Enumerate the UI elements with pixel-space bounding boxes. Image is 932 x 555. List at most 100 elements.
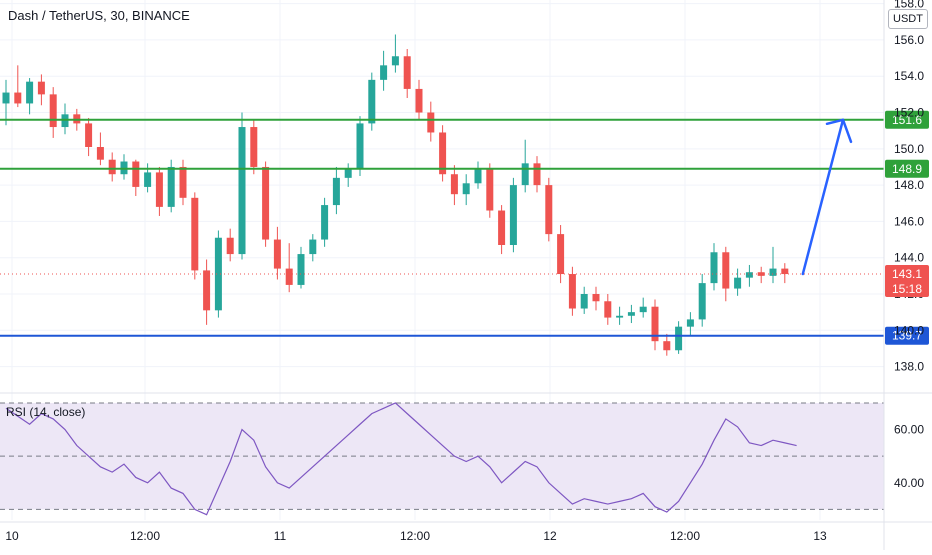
candle-body [439, 132, 447, 175]
time-tick-label: 10 [5, 529, 19, 543]
candle-body [415, 88, 423, 113]
candle-body [450, 174, 458, 195]
price-tick-label: 158.0 [894, 0, 924, 11]
candle-body [380, 65, 388, 80]
candle-body [132, 161, 140, 187]
candle-body [226, 237, 234, 255]
level-label: 148.9 [892, 162, 922, 176]
candle-body [144, 172, 152, 187]
time-tick-label: 12:00 [670, 529, 700, 543]
candle-body [297, 254, 305, 285]
candle-body [344, 168, 352, 178]
projection-arrow-head [825, 118, 853, 144]
time-tick-label: 12:00 [130, 529, 160, 543]
candle-body [557, 234, 565, 275]
candle-body [639, 306, 647, 313]
candle-body [722, 252, 730, 289]
candle-body [285, 268, 293, 285]
candle-body [2, 92, 10, 104]
price-tick-label: 144.0 [894, 251, 924, 265]
level-badge [885, 110, 929, 129]
candle-body [675, 326, 683, 351]
candle-body [486, 168, 494, 211]
horizontal-lines: 151.6 148.9 139.7 [0, 110, 929, 345]
currency-button[interactable]: USDT [888, 9, 928, 29]
level-label: 139.7 [892, 329, 922, 343]
candle-body [745, 272, 753, 278]
candle-body [604, 301, 612, 318]
candle-body [356, 123, 364, 169]
projection-arrow [801, 118, 845, 276]
candle-body [509, 185, 517, 245]
candle-body [391, 56, 399, 66]
price-badge [885, 265, 929, 298]
candles [2, 34, 789, 356]
rsi-tick-label: 60.00 [894, 423, 924, 437]
price-tick-label: 156.0 [894, 33, 924, 47]
candle-body [167, 166, 175, 207]
candle-body [592, 294, 600, 302]
candle-body [179, 166, 187, 198]
price-tick-label: 140.0 [894, 323, 924, 337]
candle-body [85, 123, 93, 147]
candle-body [37, 81, 45, 95]
candle-body [26, 81, 34, 104]
candle-body [781, 268, 789, 275]
candle-body [332, 177, 340, 206]
candle-body [462, 183, 470, 195]
level-label: 151.6 [892, 113, 922, 127]
candle-body [427, 112, 435, 133]
candle-body [616, 315, 624, 318]
overlays: 143.115:18 [0, 118, 929, 298]
candle-body [663, 341, 671, 351]
candle-body [474, 168, 482, 184]
candle-body [273, 239, 281, 269]
candle-body [498, 210, 506, 245]
candle-body [203, 270, 211, 311]
price-badge-value: 143.1 [892, 267, 922, 281]
candle-body [686, 319, 694, 327]
candle-body [545, 185, 553, 235]
candle-body [627, 312, 635, 316]
candle-body [533, 163, 541, 186]
rsi-band [0, 402, 884, 510]
candle-body [96, 147, 104, 160]
candle-body [710, 252, 718, 284]
time-tick-label: 12 [543, 529, 557, 543]
candle-body [757, 272, 765, 276]
candle-body [262, 166, 270, 240]
rsi-series-line [5, 402, 797, 516]
candle-body [521, 163, 529, 186]
candle-body [403, 56, 411, 89]
candle-body [14, 92, 22, 104]
price-tick-label: 138.0 [894, 360, 924, 374]
price-tick-label: 152.0 [894, 106, 924, 120]
candle-body [49, 94, 57, 128]
chart-title: Dash / TetherUS, 30, BINANCE [8, 8, 190, 23]
candle-body [250, 127, 258, 167]
rsi-line [5, 402, 797, 516]
rsi-tick-label: 40.00 [894, 476, 924, 490]
price-tick-label: 148.0 [894, 178, 924, 192]
candle-body [769, 268, 777, 276]
price-tick-label: 146.0 [894, 214, 924, 228]
candle-body [580, 294, 588, 309]
rsi-title: RSI (14, close) [6, 405, 86, 419]
candle-body [191, 197, 199, 271]
time-tick-label: 11 [274, 529, 287, 543]
candle-body [651, 306, 659, 342]
time-tick-label: 12:00 [400, 529, 430, 543]
candle-body [368, 79, 376, 124]
candle-body [698, 283, 706, 320]
candle-body [214, 237, 222, 311]
level-badge [885, 326, 929, 345]
candle-body [108, 159, 116, 175]
candle-body [309, 239, 317, 255]
price-tick-label: 154.0 [894, 69, 924, 83]
price-badge-timer: 15:18 [892, 282, 922, 296]
candle-body [155, 172, 163, 207]
time-axis: 10 12:00 11 12:00 12 12:00 13 [5, 529, 827, 543]
